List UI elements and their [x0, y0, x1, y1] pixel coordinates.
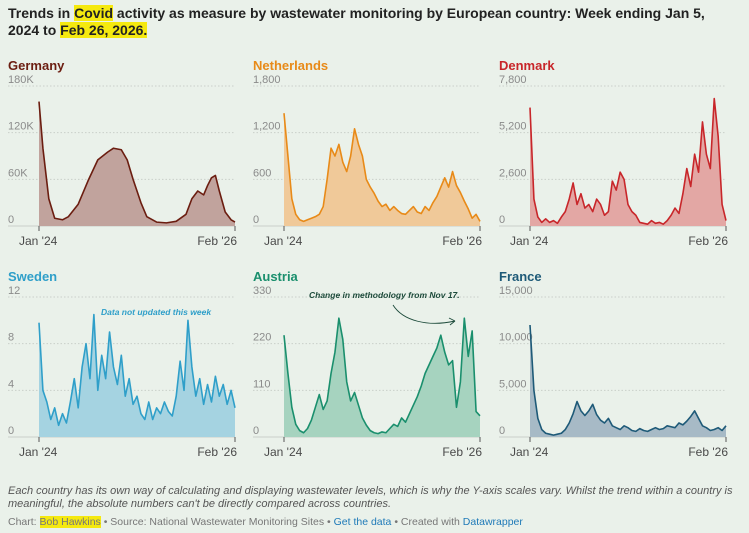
netherlands-chart: 0 600 1,200 1,800 Jan '24 Feb '26: [253, 74, 482, 248]
title-highlight-covid: Covid: [74, 5, 114, 21]
austria-ytick-label: 0: [253, 425, 259, 437]
sweden-series-line: [38, 313, 236, 427]
panel-denmark: Denmark 0 2,600 5,200 7,800 Jan '24 Feb '26: [499, 58, 734, 263]
denmark-ytick-label: 7,800: [499, 74, 527, 86]
austria-xtick-label: Feb '26: [442, 445, 482, 459]
france-chart: 0 5,000 10,000 15,000 Jan '24 Feb '26: [499, 285, 728, 459]
austria-area: [284, 318, 480, 437]
credit-author: Bob Hawkins: [39, 516, 101, 528]
germany-ytick-label: 60K: [8, 167, 28, 179]
netherlands-ytick-label: 0: [253, 214, 259, 226]
germany-xtick-label: Jan '24: [19, 234, 58, 248]
france-ytick-label: 5,000: [499, 378, 527, 390]
germany-xtick-label: Feb '26: [197, 234, 237, 248]
sweden-area: [39, 314, 235, 437]
get-data-link[interactable]: Get the data: [333, 516, 392, 528]
germany-series-line: [38, 101, 236, 224]
austria-chart: 0 110 220 330 Jan '24 Feb '26 Change in method…: [253, 285, 482, 459]
panel-austria: Austria 0 110 220 330 Jan '24 Feb '26 Change in…: [253, 269, 488, 474]
netherlands-ytick-label: 1,200: [253, 121, 281, 133]
sweden-title: Sweden: [8, 269, 58, 284]
france-xtick-label: Feb '26: [688, 445, 728, 459]
germany-area: [39, 101, 235, 226]
denmark-xtick-label: Feb '26: [688, 234, 728, 248]
chart-title: Trends in Covid activity as measure by w…: [8, 5, 738, 39]
austria-annotation-arrow: [392, 304, 456, 324]
germany-ytick-label: 180K: [8, 74, 34, 86]
credit-chart-label: Chart:: [8, 516, 40, 528]
netherlands-xtick-label: Feb '26: [442, 234, 482, 248]
sweden-xtick-label: Feb '26: [197, 445, 237, 459]
austria-xtick-label: Jan '24: [264, 445, 303, 459]
austria-ytick-label: 330: [253, 285, 271, 297]
austria-ytick-label: 220: [253, 332, 271, 344]
sweden-annotation: Data not updated this week: [101, 307, 212, 317]
germany-title: Germany: [8, 58, 65, 73]
netherlands-title: Netherlands: [253, 58, 329, 73]
denmark-ytick-label: 2,600: [499, 167, 527, 179]
austria-ytick-label: 110: [253, 378, 271, 390]
credit-source: • Source: National Wastewater Monitoring…: [100, 516, 334, 528]
panel-france: France 0 5,000 10,000 15,000 Jan '24 Feb '26: [499, 269, 734, 474]
panel-netherlands: Netherlands 0 600 1,200 1,800 Jan '24 Feb '26: [253, 58, 488, 263]
germany-ytick-label: 0: [8, 214, 14, 226]
datawrapper-link[interactable]: Datawrapper: [462, 516, 523, 528]
denmark-chart: 0 2,600 5,200 7,800 Jan '24 Feb '26: [499, 74, 728, 248]
austria-arrow-head: [448, 317, 456, 326]
sweden-ytick-label: 0: [8, 425, 14, 437]
france-ytick-label: 0: [499, 425, 505, 437]
title-middle: activity as measure by wastewater monito…: [8, 5, 705, 38]
netherlands-xtick-label: Jan '24: [264, 234, 303, 248]
netherlands-area: [284, 113, 480, 226]
panel-sweden: Sweden 0 4 8 12 Jan '24 Feb '26 Data not update…: [8, 269, 243, 474]
denmark-ytick-label: 0: [499, 214, 505, 226]
germany-chart: 0 60K 120K 180K Jan '24 Feb '26: [8, 74, 237, 248]
credit-line: Chart: Bob Hawkins • Source: National Wa…: [8, 516, 743, 528]
title-prefix: Trends in: [8, 5, 75, 21]
sweden-ytick-label: 8: [8, 332, 14, 344]
denmark-xtick-label: Jan '24: [510, 234, 549, 248]
netherlands-ytick-label: 600: [253, 167, 271, 179]
denmark-title: Denmark: [499, 58, 555, 73]
germany-ytick-label: 120K: [8, 121, 34, 133]
footnote: Each country has its own way of calculat…: [8, 485, 733, 510]
credit-created: • Created with: [391, 516, 463, 528]
denmark-series-line: [529, 97, 727, 226]
austria-annotation: Change in methodology from Nov 17.: [309, 290, 460, 300]
sweden-chart: 0 4 8 12 Jan '24 Feb '26 Data not updated this…: [8, 285, 237, 459]
panel-germany: Germany 0 60K 120K 180K Jan '24 Feb '26: [8, 58, 243, 263]
denmark-ytick-label: 5,200: [499, 121, 527, 133]
austria-title: Austria: [253, 269, 298, 284]
france-xtick-label: Jan '24: [510, 445, 549, 459]
sweden-ytick-label: 4: [8, 378, 14, 390]
denmark-area: [530, 98, 726, 226]
france-area: [530, 325, 726, 437]
title-highlight-date: Feb 26, 2026.: [60, 22, 148, 38]
sweden-ytick-label: 12: [8, 285, 20, 297]
france-title: France: [499, 269, 542, 284]
austria-series-line: [283, 317, 481, 435]
france-series-line: [529, 324, 727, 436]
netherlands-series-line: [283, 113, 481, 223]
sweden-xtick-label: Jan '24: [19, 445, 58, 459]
netherlands-ytick-label: 1,800: [253, 74, 281, 86]
france-ytick-label: 10,000: [499, 332, 533, 344]
france-ytick-label: 15,000: [499, 285, 533, 297]
